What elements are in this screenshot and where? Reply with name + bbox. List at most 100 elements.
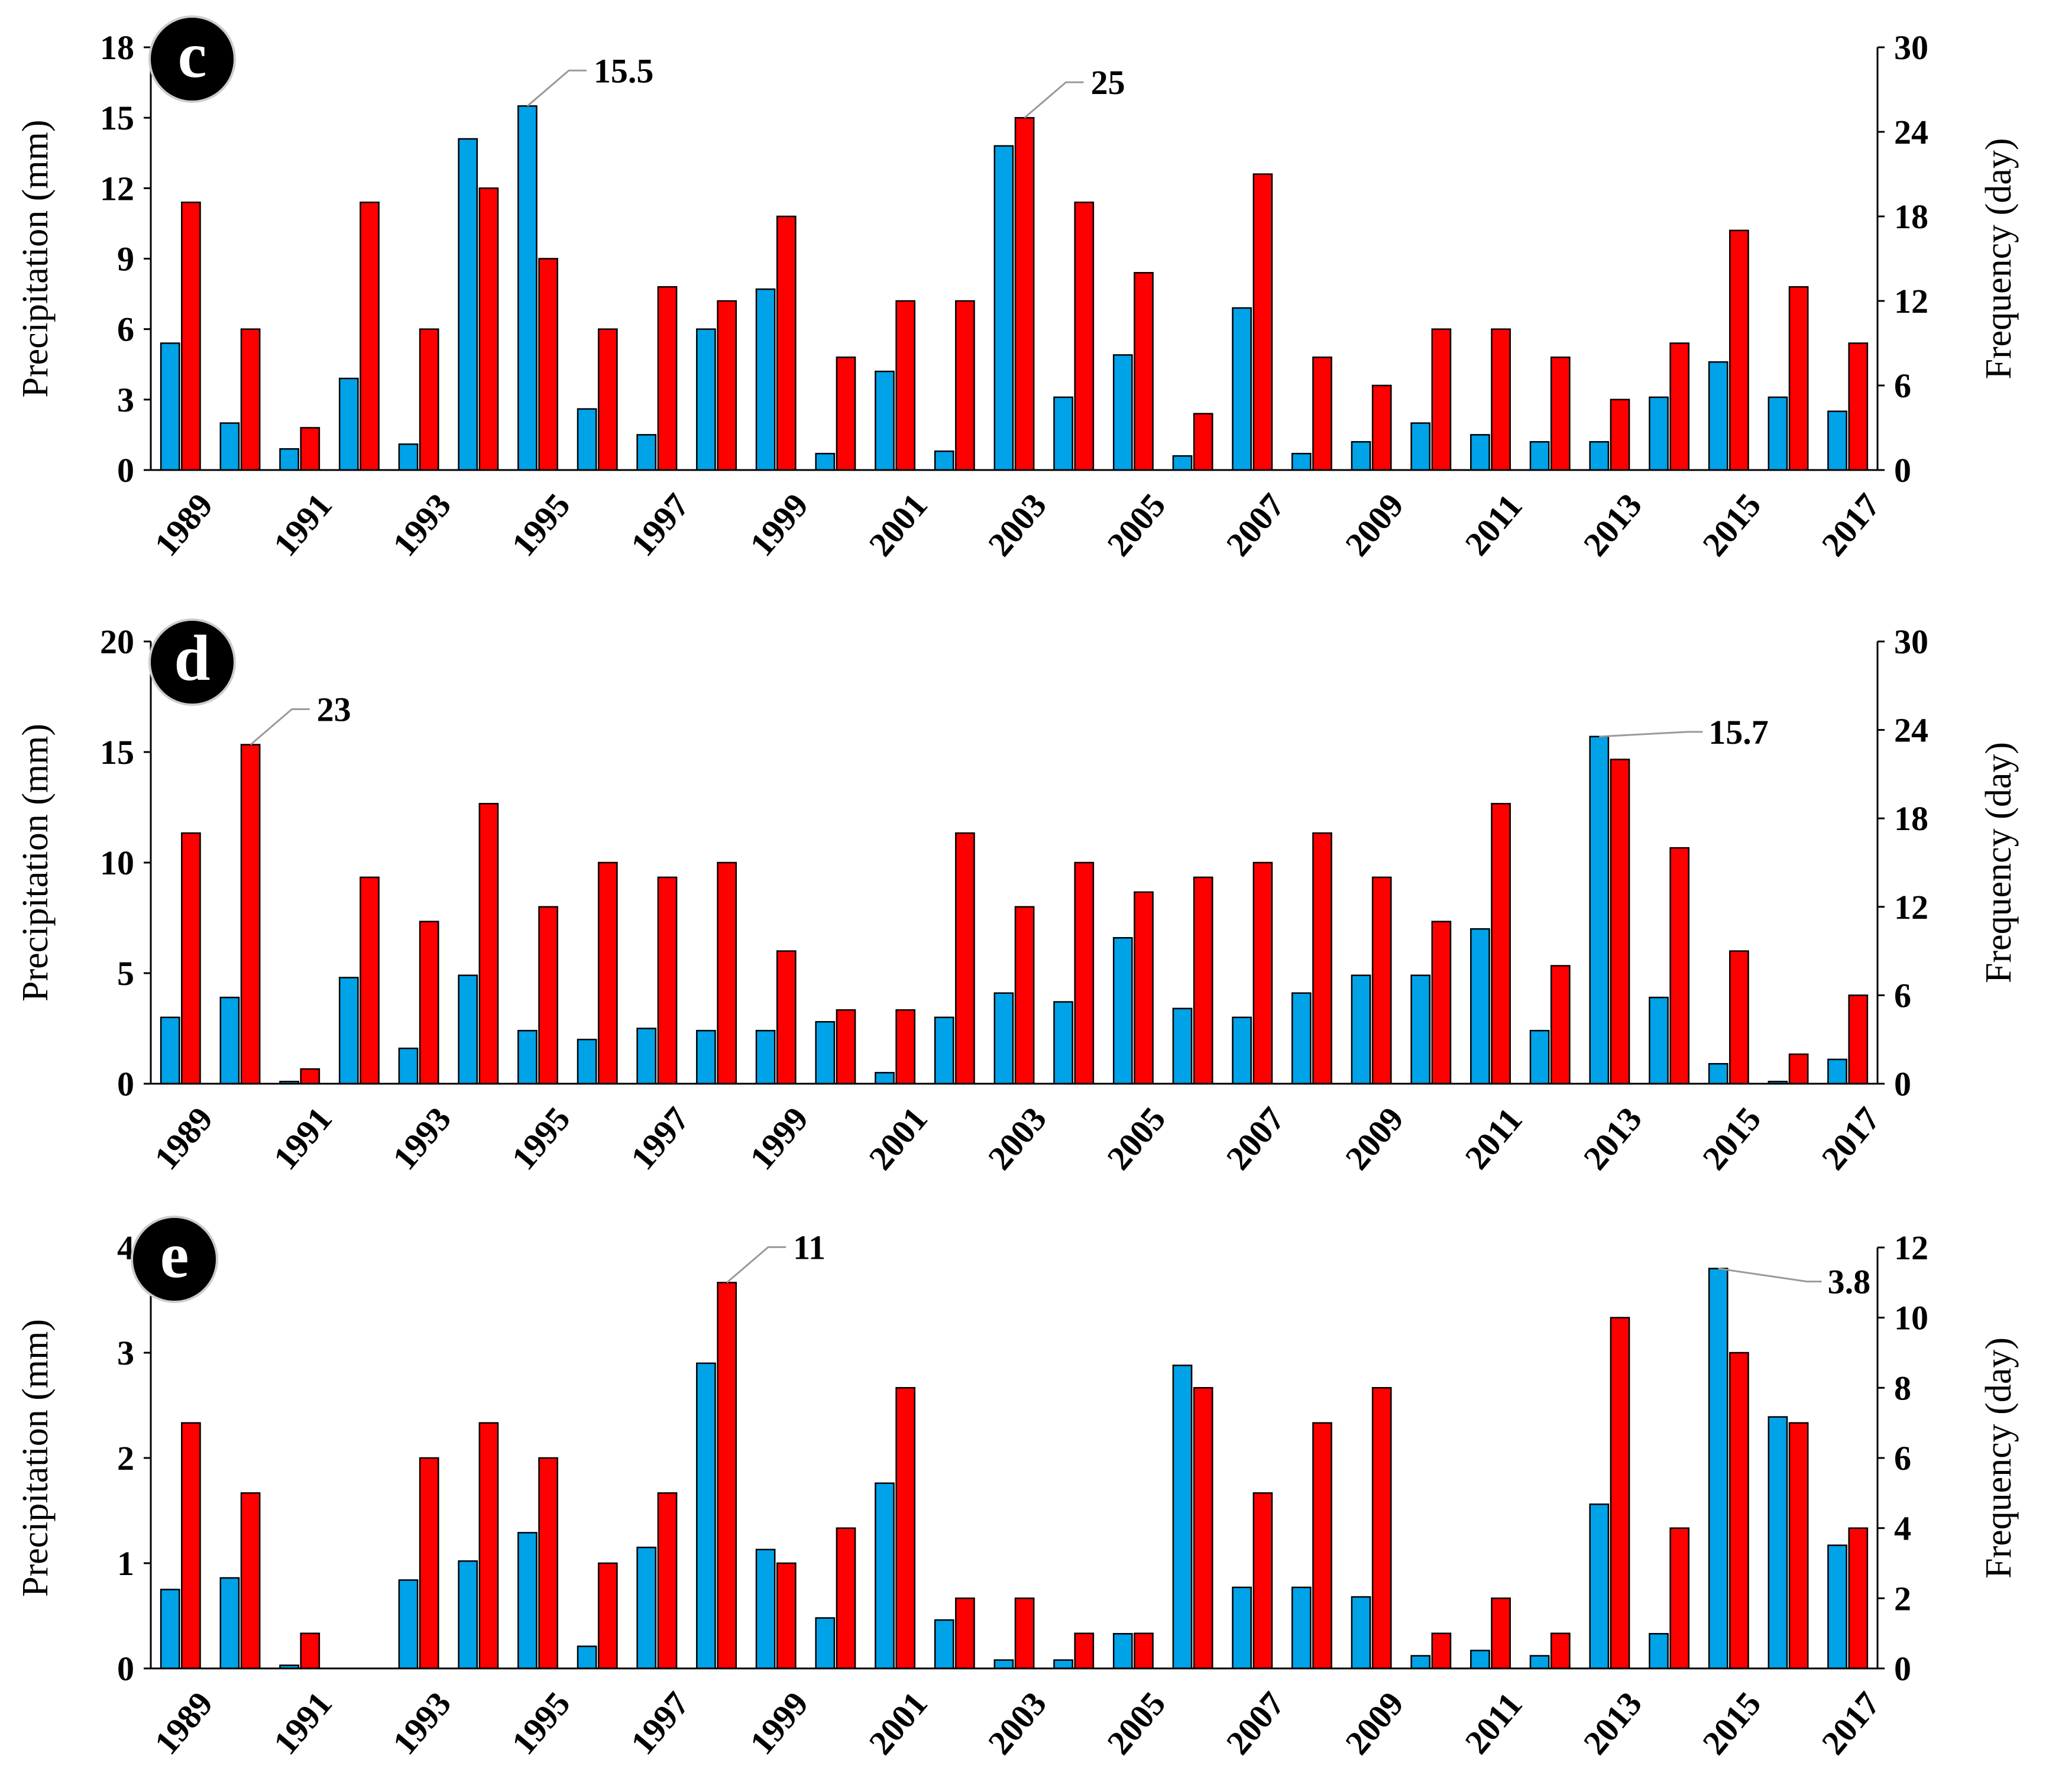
annotation-label: 23	[317, 691, 351, 729]
freq-bar-1992	[360, 876, 380, 1085]
x-tick-label: 1993	[385, 486, 458, 563]
precip-bar-1994	[458, 1560, 478, 1670]
freq-bar-1998	[717, 300, 737, 471]
freq-bar-1989	[181, 1422, 201, 1670]
freq-bar-1992	[360, 201, 380, 471]
precip-bar-1996	[577, 408, 597, 471]
x-tick-label: 2005	[1099, 486, 1173, 563]
annotation-leader	[1599, 731, 1703, 738]
freq-bar-2008	[1312, 1422, 1332, 1670]
freq-bar-2010	[1431, 328, 1452, 471]
freq-bar-2004	[1074, 201, 1095, 471]
chart-panel-d: 0 5 10 15 20 0 6 12 18 24 30 1989 1991 1993 1995 1997 19…	[15, 618, 2019, 1177]
x-tick-label: 1989	[147, 1684, 220, 1762]
precip-bar-2004	[1053, 396, 1073, 471]
freq-bar-2003	[1014, 906, 1035, 1085]
x-tick-label: 1997	[623, 486, 697, 563]
freq-bar-1995	[538, 258, 558, 471]
precip-bar-1998	[696, 1029, 716, 1085]
left-tick-label: 0	[117, 1065, 134, 1103]
freq-bar-2016	[1788, 1053, 1809, 1085]
freq-bar-1996	[597, 1562, 618, 1670]
freq-bar-2016	[1788, 286, 1809, 471]
freq-bar-2003	[1014, 116, 1035, 471]
freq-bar-2000	[836, 1009, 856, 1085]
x-tick-label: 2005	[1099, 1100, 1173, 1177]
precip-bar-2003	[993, 145, 1014, 471]
precip-bar-2014	[1649, 396, 1669, 471]
x-tick-label: 1991	[266, 486, 339, 563]
freq-bar-2015	[1729, 950, 1749, 1085]
x-tick-label: 1997	[623, 1684, 697, 1762]
precip-bar-2005	[1112, 936, 1133, 1085]
precip-bar-2002	[934, 1016, 954, 1085]
right-tick-label: 12	[1894, 1229, 1928, 1267]
right-tick-label: 24	[1894, 711, 1928, 750]
precip-bar-1993	[398, 1047, 419, 1085]
x-tick-label: 2015	[1695, 1100, 1768, 1177]
precip-bar-2009	[1351, 974, 1371, 1085]
annotation-leader	[1024, 81, 1084, 119]
left-tick-label: 0	[117, 451, 134, 490]
freq-bar-1999	[776, 215, 797, 471]
precip-bar-1993	[398, 1579, 419, 1670]
precip-bar-1990	[219, 1577, 240, 1670]
x-tick-label: 2007	[1219, 1684, 1292, 1762]
x-tick-label: 2017	[1814, 1100, 1888, 1177]
precip-bar-1994	[458, 974, 478, 1085]
chart-panel-c: 0 3 6 9 12 15 18 0 6 12 18 24 30 1989 1991 1993 1995 1997…	[15, 15, 2019, 563]
x-tick-label: 2001	[862, 1100, 935, 1177]
freq-bar-2002	[955, 832, 975, 1085]
freq-bar-2012	[1550, 357, 1571, 471]
precip-bar-1998	[696, 328, 716, 471]
precip-bar-2000	[815, 1021, 836, 1085]
freq-bar-1990	[240, 1492, 261, 1670]
x-tick-label: 2011	[1457, 1100, 1529, 1176]
freq-bar-2001	[895, 1387, 916, 1670]
freq-bar-2003	[1014, 1597, 1035, 1670]
precip-bar-1993	[398, 443, 419, 471]
annotation-leader	[526, 69, 587, 107]
precip-bar-2001	[875, 1072, 895, 1085]
precip-bar-2015	[1708, 361, 1728, 471]
panel-badge-label: e	[160, 1219, 189, 1291]
precip-bar-2013	[1589, 1503, 1610, 1670]
freq-bar-2005	[1134, 1632, 1154, 1670]
x-tick-label: 1995	[504, 486, 577, 563]
right-tick-label: 18	[1894, 799, 1928, 838]
x-tick-label: 1991	[266, 1100, 339, 1177]
right-tick-label: 6	[1894, 976, 1911, 1015]
freq-bar-2014	[1669, 342, 1690, 471]
freq-bar-1994	[478, 1422, 499, 1670]
x-tick-label: 1991	[266, 1684, 339, 1762]
freq-bar-1994	[478, 187, 499, 471]
precip-bar-1992	[338, 977, 359, 1085]
precip-bar-2015	[1708, 1063, 1728, 1085]
precip-bar-1997	[636, 434, 657, 471]
precip-bar-2014	[1649, 1633, 1669, 1670]
precip-bar-1997	[636, 1547, 657, 1670]
right-tick-label: 18	[1894, 197, 1928, 236]
right-tick-label: 24	[1894, 113, 1928, 151]
precip-bar-2000	[815, 452, 836, 471]
freq-bar-2004	[1074, 861, 1095, 1085]
x-tick-label: 2015	[1695, 1684, 1768, 1762]
precip-bar-2006	[1172, 1365, 1193, 1670]
left-tick-label: 20	[100, 623, 134, 661]
precip-bar-2007	[1232, 1586, 1252, 1670]
precip-bar-1998	[696, 1362, 716, 1670]
freq-bar-1994	[478, 803, 499, 1085]
precip-bar-1999	[755, 1029, 776, 1085]
freq-bar-2011	[1491, 328, 1511, 471]
left-tick-label: 5	[117, 954, 134, 993]
precip-bar-2009	[1351, 441, 1371, 471]
precip-bar-2000	[815, 1617, 836, 1670]
right-tick-label: 6	[1894, 367, 1911, 405]
precip-bar-2011	[1470, 928, 1490, 1085]
freq-bar-2006	[1193, 876, 1213, 1085]
annotation-leader	[726, 1246, 786, 1284]
freq-bar-1989	[181, 832, 201, 1085]
freq-bar-2002	[955, 300, 975, 471]
x-tick-label: 2017	[1814, 486, 1888, 563]
precip-bar-2012	[1529, 1655, 1550, 1670]
